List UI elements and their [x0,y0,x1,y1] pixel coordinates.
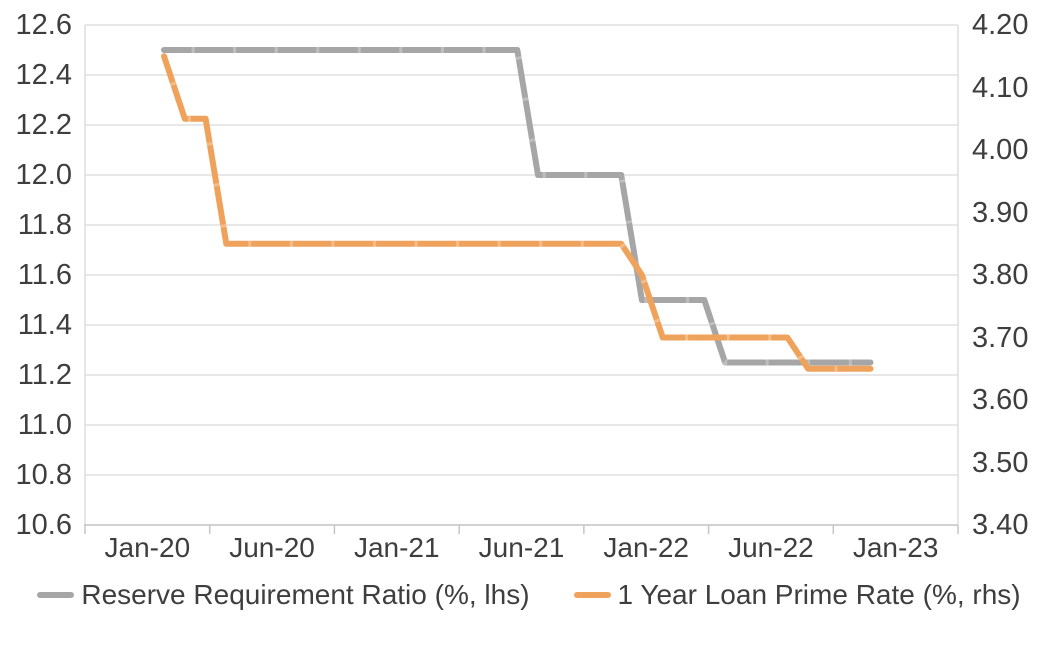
x-axis-tick-label: Jan-21 [353,532,440,563]
x-axis-tick-label: Jun-20 [229,532,315,563]
y-axis-left-tick-label: 10.8 [15,459,72,491]
y-axis-left-tick-label: 11.8 [17,209,72,241]
legend-item-loan-prime-rate: 1 Year Loan Prime Rate (%, rhs) [573,579,1021,611]
y-axis-left-tick-label: 10.6 [15,509,72,541]
y-axis-left-tick-label: 12.4 [15,59,72,91]
y-axis-left-tick-label: 11.2 [17,359,72,391]
x-axis-tick-label: Jan-23 [852,532,939,563]
y-axis-left-tick-label: 12.2 [15,109,72,141]
legend-item-reserve-requirement-ratio: Reserve Requirement Ratio (%, lhs) [37,579,530,611]
legend-label-reserve-requirement-ratio: Reserve Requirement Ratio (%, lhs) [81,579,530,610]
y-axis-right-tick-label: 4.10 [972,71,1029,104]
y-axis-left-tick-label: 12.6 [15,9,72,41]
y-axis-left-tick-label: 11.4 [17,309,72,341]
x-axis-tick-label: Jan-20 [104,532,191,563]
y-axis-right-tick-label: 3.50 [972,446,1029,479]
y-axis-right-tick-label: 3.70 [972,321,1029,354]
series-line-rrr [161,47,874,366]
legend-dash-orange-icon [573,592,611,598]
x-axis-tick-label: Jun-22 [728,532,814,563]
x-axis-tick-label: Jan-22 [603,532,689,563]
y-axis-right-tick-label: 3.60 [972,384,1029,416]
series-line-seams [161,55,871,372]
series-line-seams [164,47,871,366]
y-axis-right-tick-label: 4.00 [972,134,1029,166]
y-axis-left-tick-label: 12.0 [15,159,72,191]
y-axis-right-tick-label: 3.90 [972,196,1029,229]
series-line-lpr [161,53,874,372]
y-axis-right-tick-label: 3.40 [972,509,1029,541]
x-axis-tick-label: Jun-21 [478,532,565,563]
y-axis-left-tick-label: 11.0 [17,409,72,441]
y-axis-right-tick-label: 4.20 [972,9,1029,41]
y-axis-right-tick-label: 3.80 [972,259,1029,291]
legend-dash-gray-icon [37,592,75,598]
legend: Reserve Requirement Ratio (%, lhs) 1 Yea… [0,576,1058,614]
legend-label-loan-prime-rate: 1 Year Loan Prime Rate (%, rhs) [617,579,1021,610]
y-axis-left-tick-label: 11.6 [17,259,72,291]
